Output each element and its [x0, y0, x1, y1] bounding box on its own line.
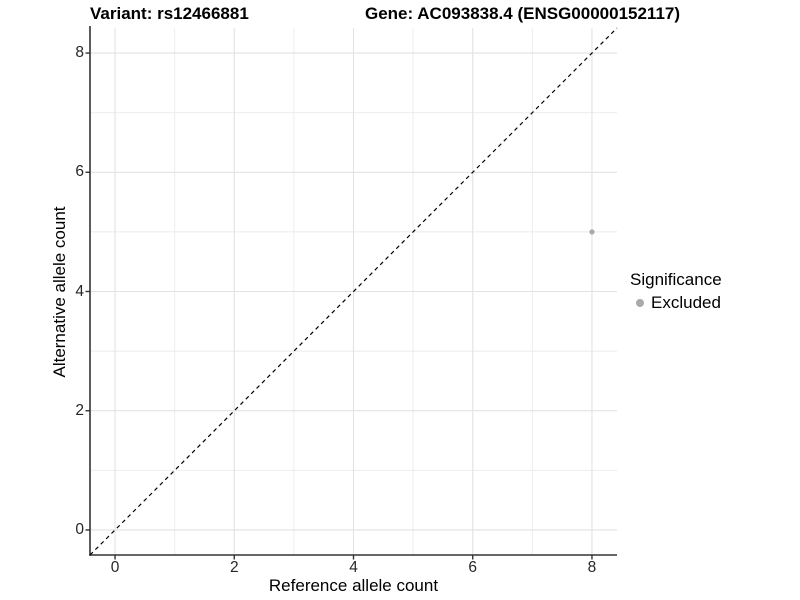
- legend-item-label: Excluded: [651, 293, 721, 312]
- legend-item-excluded: Excluded: [628, 293, 722, 313]
- y-tick-label: 4: [75, 282, 84, 300]
- legend-title: Significance: [630, 270, 722, 289]
- gene-title: Gene: AC093838.4 (ENSG00000152117): [365, 4, 681, 23]
- x-tick-label: 8: [587, 559, 597, 576]
- x-tick-label: 4: [349, 559, 358, 576]
- data-point: [589, 229, 595, 235]
- y-tick-label: 2: [75, 401, 84, 419]
- y-axis-title: Alternative allele count: [50, 206, 69, 378]
- identity-line: [89, 27, 618, 556]
- y-tick-label: 6: [75, 163, 84, 181]
- x-tick-label: 2: [229, 559, 239, 576]
- y-tick-label: 0: [75, 520, 84, 538]
- legend: Significance Excluded: [628, 270, 722, 313]
- x-axis-title: Reference allele count: [268, 576, 439, 595]
- x-tick-label: 6: [468, 559, 478, 576]
- excluded-marker-icon: [636, 299, 644, 307]
- variant-title: Variant: rs12466881: [90, 4, 249, 23]
- x-tick-label: 0: [110, 559, 120, 576]
- y-tick-label: 8: [75, 44, 84, 62]
